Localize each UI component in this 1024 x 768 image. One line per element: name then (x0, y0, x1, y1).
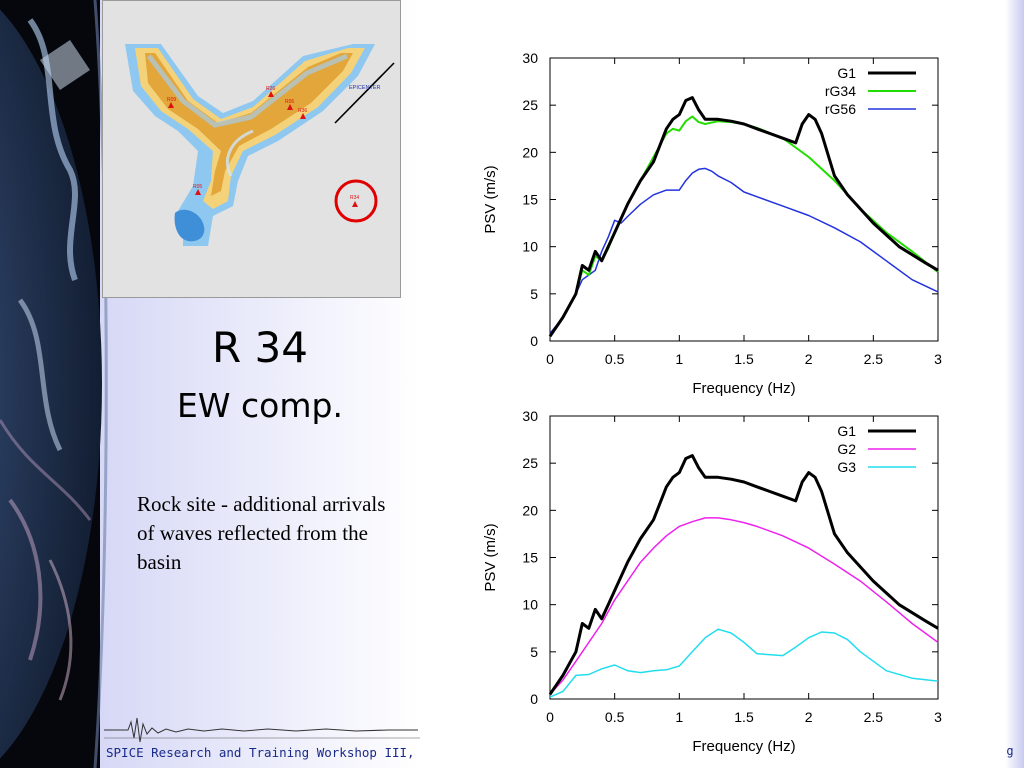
x-tick-label: 0 (546, 709, 554, 725)
station-marker-r05 (195, 189, 201, 195)
station-marker-r36 (300, 113, 306, 119)
legend-label-rg34: rG34 (825, 83, 856, 99)
y-tick-label: 30 (522, 50, 538, 66)
x-tick-label: 1.5 (734, 351, 754, 367)
x-tick-label: 2 (805, 351, 813, 367)
slide-title: R 34 (212, 323, 308, 372)
station-label-r09: R09 (167, 97, 176, 103)
x-tick-label: 2.5 (864, 709, 884, 725)
series-line-g3 (549, 628, 939, 698)
x-tick-label: 1 (675, 351, 683, 367)
series-line-g1 (548, 96, 939, 338)
y-axis-label: PSV (m/s) (482, 523, 499, 591)
fault-line (334, 62, 395, 124)
plot-area (549, 415, 939, 700)
slide-subtitle: EW comp. (177, 386, 343, 425)
x-tick-label: 1 (675, 709, 683, 725)
station-marker-r34 (352, 201, 358, 207)
y-tick-label: 5 (530, 644, 538, 660)
legend-label-g1: G1 (837, 65, 856, 81)
y-tick-label: 10 (522, 597, 538, 613)
y-tick-label: 20 (522, 144, 538, 160)
legend-label-g2: G2 (837, 441, 856, 457)
y-axis-label: PSV (m/s) (482, 165, 499, 233)
series-line-rg34 (549, 115, 939, 337)
legend-label-rg56: rG56 (825, 101, 856, 117)
y-tick-label: 20 (522, 502, 538, 518)
station-label-r36: R36 (298, 108, 307, 114)
x-axis-label: Frequency (Hz) (692, 380, 795, 397)
psv-chart-top: 0 5 10 15 20 25 30 0 0.5 1 1.5 2 2.5 3 Frequency (Hz) P… (482, 50, 942, 397)
series-line-g2 (549, 517, 939, 695)
legend-label-g1: G1 (837, 423, 856, 439)
basin-deep-zone (145, 53, 353, 196)
y-tick-label: 10 (522, 239, 538, 255)
x-tick-label: 0.5 (605, 709, 625, 725)
station-label-r26: R26 (266, 86, 275, 92)
station-marker-r09 (168, 102, 174, 108)
y-tick-label: 15 (522, 550, 538, 566)
station-label-r05: R05 (193, 184, 202, 190)
station-label-r34: R34 (350, 195, 359, 201)
x-tick-label: 3 (934, 709, 942, 725)
y-tick-label: 25 (522, 97, 538, 113)
x-axis-label: Frequency (Hz) (692, 738, 795, 755)
station-label-r06: R06 (285, 99, 294, 105)
y-tick-label: 15 (522, 192, 538, 208)
slide-body-text: Rock site - additional arrivals of waves… (137, 492, 386, 574)
r34-highlight-circle (334, 179, 378, 223)
y-tick-label: 0 (530, 333, 538, 349)
x-tick-label: 0.5 (605, 351, 625, 367)
legend-label-g3: G3 (837, 459, 856, 475)
basin-map: EPICENTER R26 R06 R36 R09 R05 R34 (102, 0, 401, 298)
footer-right-text: g (1006, 744, 1014, 758)
series-line-g1 (548, 454, 939, 696)
y-tick-label: 0 (530, 691, 538, 707)
y-tick-label: 30 (522, 408, 538, 424)
plot-area (549, 57, 939, 342)
x-tick-label: 2.5 (864, 351, 884, 367)
psv-chart-bottom: 0 5 10 15 20 25 30 0 0.5 1 1.5 2 2.5 3 Frequency (Hz) P… (482, 408, 942, 755)
y-tick-label: 5 (530, 286, 538, 302)
y-tick-label: 25 (522, 455, 538, 471)
epicenter-label: EPICENTER (349, 85, 381, 91)
station-marker-r06 (287, 104, 293, 110)
x-tick-label: 2 (805, 709, 813, 725)
x-tick-label: 1.5 (734, 709, 754, 725)
x-tick-label: 3 (934, 351, 942, 367)
x-tick-label: 0 (546, 351, 554, 367)
station-marker-r26 (268, 91, 274, 97)
series-line-rg56 (549, 167, 939, 334)
footer-text: SPICE Research and Training Workshop III… (106, 745, 415, 760)
